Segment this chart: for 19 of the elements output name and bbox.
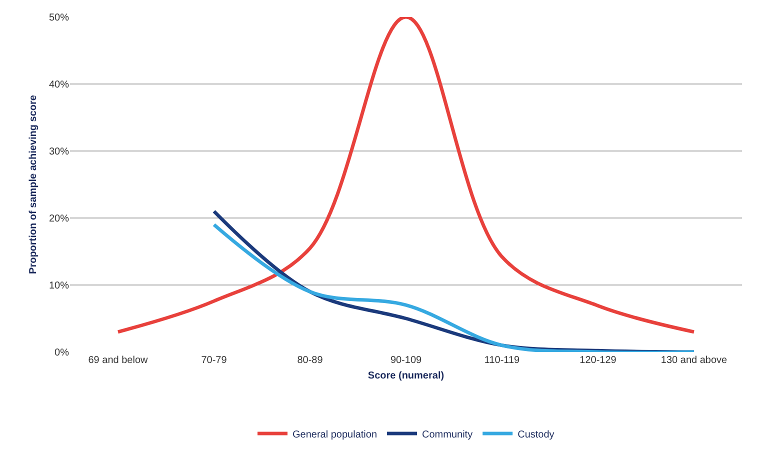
x-tick-label: 110-119 [484, 355, 520, 366]
x-tick-label: 80-89 [297, 355, 324, 366]
x-tick-label: 70-79 [201, 355, 228, 366]
y-tick-label: 10% [48, 280, 70, 292]
x-tick-label: 130 and above [660, 355, 728, 366]
y-tick-label: 20% [48, 214, 70, 224]
y-tick-label: 30% [48, 146, 70, 158]
legend-label: General population [292, 429, 378, 440]
legend-label: Custody [518, 429, 554, 440]
x-tick-label: 90-109 [390, 355, 422, 366]
x-tick-label: 120-129 [580, 355, 617, 366]
y-tick-label: 40% [48, 80, 70, 90]
legend-label: Community [422, 429, 473, 440]
line-series [116, 17, 696, 334]
x-tick-label: 69 and below [88, 355, 149, 366]
y-axis-title: Proportion of sample achieving score [28, 94, 39, 274]
x-axis-title: Score (numeral) [368, 370, 444, 382]
y-tick-label: 0% [54, 348, 70, 358]
y-tick-label: 50% [48, 12, 70, 24]
